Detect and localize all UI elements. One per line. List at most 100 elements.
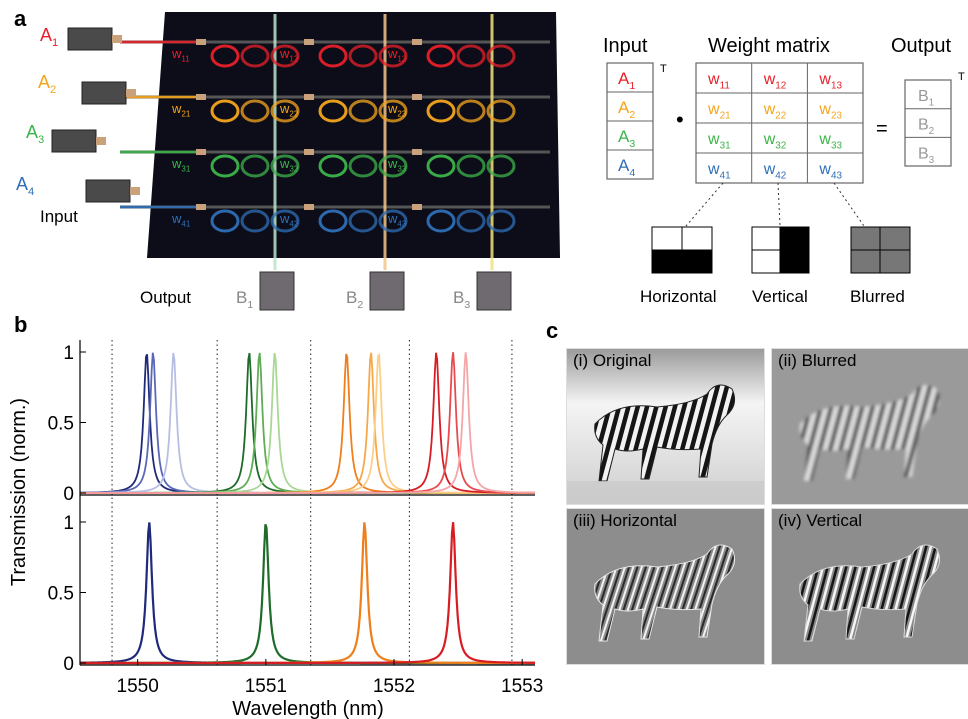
spectra-chart: 0 0 0.5 0.5 1 1 1550 1551 1552 1553 Wavelength (… <box>8 340 543 719</box>
output-vector-entry: B3 <box>918 145 935 165</box>
matrix-entry: w12 <box>763 71 787 91</box>
equation-input-title: Input <box>603 35 648 57</box>
x-tick-label: 1552 <box>373 676 415 697</box>
matrix-entry: w23 <box>818 101 842 121</box>
ring-resonator <box>270 209 300 233</box>
heater-pad <box>196 204 206 210</box>
weight-label: w33 <box>387 156 407 174</box>
matrix-entry: w13 <box>818 71 842 91</box>
ring-resonator <box>426 44 456 68</box>
y-tick-label: 0.5 <box>48 414 74 435</box>
input-vector-entry: A4 <box>618 156 635 179</box>
heater-pad <box>304 39 314 45</box>
ring-resonator <box>486 209 516 233</box>
ring-resonator <box>378 99 408 123</box>
kernel-label-vertical: Vertical <box>752 287 808 306</box>
fiber-connector <box>112 35 122 43</box>
ring-resonator <box>426 154 456 178</box>
connector-vertical <box>777 182 781 227</box>
weight-label: w31 <box>171 156 191 174</box>
ring-resonator <box>378 44 408 68</box>
fiber-connector <box>126 89 136 97</box>
heater-pad <box>304 94 314 100</box>
panel-label-c: c <box>546 318 559 343</box>
chip-input-label: Input <box>40 207 78 226</box>
heater-pad <box>196 39 206 45</box>
x-tick-label: 1550 <box>117 676 159 697</box>
heater-pad <box>304 149 314 155</box>
heater-pad <box>196 94 206 100</box>
input-label-a3: A3 <box>26 122 44 146</box>
laser-source <box>85 179 131 203</box>
matrix-entry: w11 <box>707 71 730 91</box>
ring-resonator <box>318 154 348 178</box>
image-vertical: (iv) Vertical <box>771 508 968 665</box>
image-original-label: (i) Original <box>573 351 652 370</box>
weight-label: w12 <box>279 46 299 64</box>
matrix-entry: w31 <box>707 131 731 151</box>
matrix-entry: w22 <box>763 101 787 121</box>
ring-resonator <box>210 99 240 123</box>
ring-resonator <box>210 154 240 178</box>
laser-source <box>81 81 127 105</box>
weight-label: w22 <box>279 101 299 119</box>
weight-label: w21 <box>171 101 191 119</box>
ring-resonator <box>318 209 348 233</box>
ring-resonator <box>318 99 348 123</box>
ring-resonator <box>456 154 486 178</box>
laser-source <box>67 27 113 51</box>
y-tick-label: 0.5 <box>48 584 74 605</box>
x-axis-label: Wavelength (nm) <box>232 698 384 719</box>
ring-resonator <box>348 154 378 178</box>
ring-resonator <box>210 209 240 233</box>
equation-matrix-title: Weight matrix <box>708 35 830 57</box>
equation-output-title: Output <box>891 35 951 57</box>
x-tick-label: 1551 <box>245 676 287 697</box>
output-transpose: T <box>958 71 965 83</box>
image-horizontal: (iii) Horizontal <box>566 508 765 665</box>
equals-sign: = <box>876 118 888 140</box>
output-vector <box>904 79 952 167</box>
panel-label-b: b <box>14 312 28 337</box>
matrix-entry: w42 <box>763 161 787 181</box>
panel-label-a: a <box>14 6 27 31</box>
kernel-vertical <box>751 226 810 274</box>
fiber-connector <box>130 187 140 195</box>
matrix-entry: w33 <box>818 131 842 151</box>
heater-pad <box>304 204 314 210</box>
ring-resonator <box>210 44 240 68</box>
ring-resonator <box>240 99 270 123</box>
input-vector-entry: A3 <box>618 127 635 150</box>
ring-resonator <box>348 44 378 68</box>
spectrum-line <box>80 352 536 494</box>
ring-resonator <box>378 209 408 233</box>
image-original: (i) Original <box>566 348 765 505</box>
input-label-a4: A4 <box>16 174 34 198</box>
matrix-entry: w21 <box>707 101 731 121</box>
weight-label: w11 <box>171 46 190 64</box>
matrix-entry: w32 <box>763 131 787 151</box>
x-tick-label: 1553 <box>501 676 543 697</box>
heater-pad <box>412 149 422 155</box>
ring-resonator <box>486 154 516 178</box>
ring-resonator <box>426 209 456 233</box>
y-tick-label: 1 <box>63 343 74 364</box>
laser-source <box>51 129 97 153</box>
spectrum-line <box>80 522 536 665</box>
y-tick-label: 0 <box>63 654 74 675</box>
y-tick-label: 1 <box>63 513 74 534</box>
ring-resonator <box>456 99 486 123</box>
heater-pad <box>412 204 422 210</box>
fiber-connector <box>96 137 106 145</box>
ring-resonator <box>240 209 270 233</box>
output-vector-entry: B1 <box>918 88 935 108</box>
output-label-b2: B2 <box>346 288 363 311</box>
weight-label: w43 <box>387 211 407 229</box>
output-label-b3: B3 <box>453 288 470 311</box>
image-horizontal-label: (iii) Horizontal <box>573 511 677 530</box>
photodetector <box>259 271 295 311</box>
connector-blurred <box>833 182 865 227</box>
y-tick-label: 0 <box>63 484 74 505</box>
ring-resonator <box>270 154 300 178</box>
